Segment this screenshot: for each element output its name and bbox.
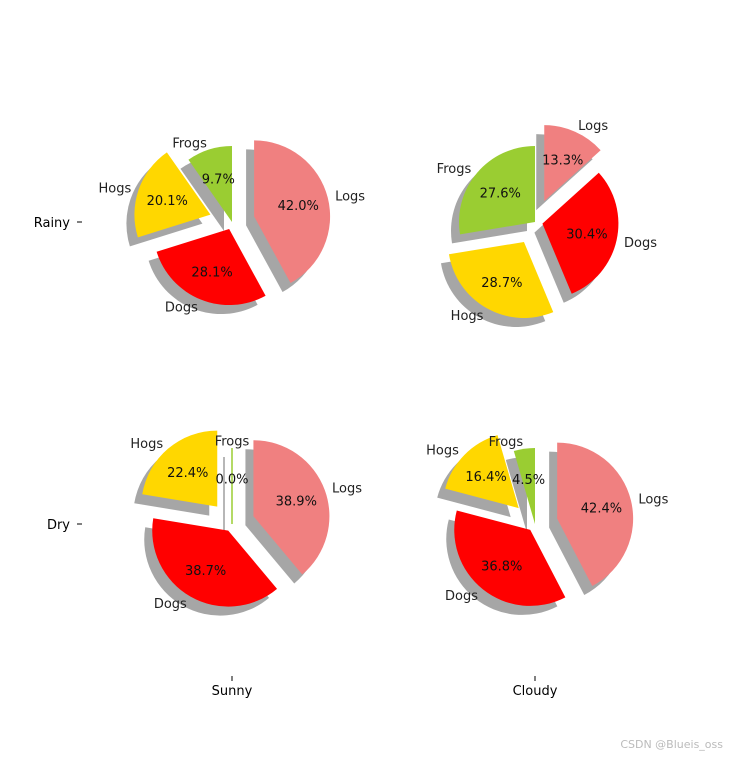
category-label-frogs: Frogs xyxy=(215,434,250,449)
wedge-hogs xyxy=(142,430,218,507)
percent-label-hogs: 16.4% xyxy=(465,470,506,485)
pie-rainy-cloudy: 13.3% Logs 30.4% Dogs 28.7% Hogs 27.6% Frogs xyxy=(437,119,657,327)
wedge-frogs xyxy=(513,448,535,524)
category-label-frogs: Frogs xyxy=(172,136,207,151)
percent-label-logs: 42.4% xyxy=(581,502,622,517)
category-label-dogs: Dogs xyxy=(154,597,187,612)
percent-label-frogs: 9.7% xyxy=(202,173,235,188)
percent-label-hogs: 22.4% xyxy=(167,466,208,481)
wedge-logs xyxy=(253,440,330,575)
wedge-dogs xyxy=(542,172,619,294)
category-label-logs: Logs xyxy=(332,482,362,497)
wedge-hogs xyxy=(448,241,554,318)
percent-label-logs: 42.0% xyxy=(278,199,319,214)
pie-dry-cloudy: 42.4% Logs 36.8%Dogs 16.4% Hogs 4.5% Frogs xyxy=(426,435,669,615)
wedge-hogs xyxy=(445,435,519,509)
category-label-hogs: Hogs xyxy=(99,182,132,197)
category-label-logs: Logs xyxy=(335,190,365,205)
category-label-hogs: Hogs xyxy=(451,309,484,324)
column-label-sunny: Sunny xyxy=(212,684,253,699)
wedge-dogs xyxy=(156,229,266,306)
wedge-dogs xyxy=(152,518,278,607)
wedge-logs xyxy=(254,140,331,284)
category-label-hogs: Hogs xyxy=(426,444,459,459)
wedge-logs xyxy=(557,442,634,586)
category-label-frogs: Frogs xyxy=(437,162,472,177)
percent-label-dogs: 30.4% xyxy=(566,228,607,243)
row-label-rainy: Rainy xyxy=(34,216,71,231)
watermark: CSDN @Blueis_oss xyxy=(620,738,723,751)
wedge-frogs xyxy=(188,146,232,222)
wedge-logs xyxy=(544,125,601,202)
percent-label-hogs: 28.7% xyxy=(481,276,522,291)
category-label-frogs: Frogs xyxy=(489,435,524,450)
percent-label-frogs: 4.5% xyxy=(512,473,545,488)
category-label-logs: Logs xyxy=(578,119,608,134)
percent-label-dogs: 38.7% xyxy=(185,564,226,579)
percent-label-dogs: 28.1% xyxy=(191,265,232,280)
category-label-hogs: Hogs xyxy=(130,437,163,452)
row-label-dry: Dry xyxy=(47,518,70,533)
category-label-dogs: Dogs xyxy=(165,301,198,316)
column-label-cloudy: Cloudy xyxy=(513,684,558,699)
category-label-dogs: Dogs xyxy=(445,589,478,604)
wedge-dogs xyxy=(454,510,566,606)
percent-label-dogs: 36.8% xyxy=(481,560,522,575)
category-label-logs: Logs xyxy=(638,493,668,508)
percent-label-logs: 13.3% xyxy=(542,153,583,168)
percent-label-hogs: 20.1% xyxy=(147,194,188,209)
percent-label-frogs: 0.0% xyxy=(215,472,248,487)
category-label-dogs: Dogs xyxy=(624,236,657,251)
wedge-hogs xyxy=(134,152,211,238)
percent-label-frogs: 27.6% xyxy=(480,186,521,201)
wedge-frogs xyxy=(458,146,535,235)
pie-dry-sunny: 38.9% Logs 38.7% Dogs 22.4% Hogs 0.0% Frogs xyxy=(130,430,362,616)
pie-rainy-sunny: 42.0% Logs 28.1% Dogs 20.1% Hogs 9.7% Frogs xyxy=(99,136,366,315)
percent-label-logs: 38.9% xyxy=(276,495,317,510)
